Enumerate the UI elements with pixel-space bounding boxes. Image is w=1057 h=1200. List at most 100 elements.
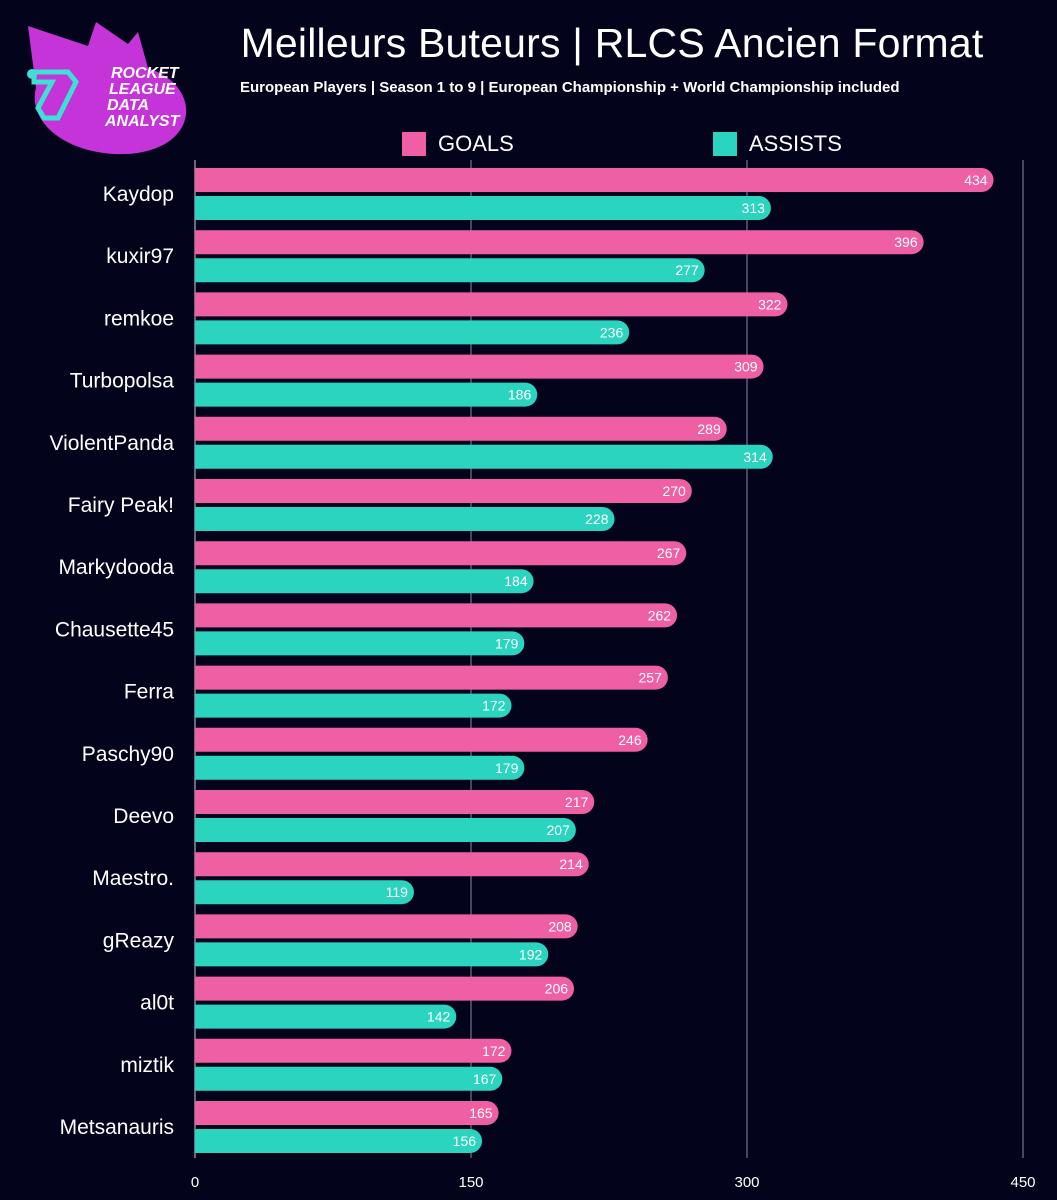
logo-dot bbox=[27, 69, 37, 79]
bar-assists-miztik bbox=[195, 1066, 503, 1091]
bar-goals-ferra bbox=[195, 665, 668, 690]
bar-assists-violentpanda bbox=[195, 444, 773, 469]
category-label-al0t: al0t bbox=[140, 992, 174, 1015]
value-label-goals-greazy: 208 bbox=[548, 918, 572, 934]
bar-assists-deevo bbox=[195, 818, 576, 842]
bar-assists-markydooda bbox=[195, 569, 534, 594]
value-label-goals-kaydop: 434 bbox=[964, 172, 988, 188]
x-tick-label-0: 0 bbox=[191, 1174, 199, 1191]
value-label-goals-miztik: 172 bbox=[482, 1043, 506, 1059]
value-label-assists-greazy: 192 bbox=[519, 946, 543, 962]
value-label-goals-metsanauris: 165 bbox=[469, 1105, 493, 1121]
value-label-assists-remkoe: 236 bbox=[600, 324, 624, 340]
category-label-ferra: Ferra bbox=[124, 681, 174, 704]
value-label-goals-deevo: 217 bbox=[565, 794, 589, 810]
category-label-remkoe: remkoe bbox=[104, 307, 174, 330]
value-label-assists-fairy-peak: 228 bbox=[585, 511, 609, 527]
bar-assists-fairy-peak bbox=[195, 507, 615, 531]
value-label-goals-kuxir97: 396 bbox=[894, 234, 918, 250]
x-tick-label-300: 300 bbox=[734, 1174, 759, 1191]
category-label-markydooda: Markydooda bbox=[58, 556, 174, 579]
value-label-goals-maestro: 214 bbox=[559, 856, 583, 872]
legend-swatch-assists bbox=[713, 132, 737, 156]
legend-item-goals: GOALS bbox=[402, 131, 514, 157]
bar-goals-metsanauris bbox=[195, 1101, 499, 1125]
bar-goals-chausette45 bbox=[195, 603, 678, 628]
bar-goals-kaydop bbox=[195, 168, 994, 192]
x-tick-label-150: 150 bbox=[458, 1174, 483, 1191]
logo-line3: DATA bbox=[107, 97, 149, 114]
bar-goals-remkoe bbox=[195, 292, 788, 317]
value-label-goals-fairy-peak: 270 bbox=[662, 483, 686, 499]
bar-assists-ferra bbox=[195, 693, 512, 718]
value-label-assists-miztik: 167 bbox=[473, 1071, 497, 1087]
bar-assists-paschy90 bbox=[195, 755, 525, 780]
logo-line2: LEAGUE bbox=[109, 81, 177, 98]
value-label-assists-deevo: 207 bbox=[547, 822, 571, 838]
value-label-assists-ferra: 172 bbox=[482, 698, 506, 714]
value-label-goals-al0t: 206 bbox=[545, 981, 569, 997]
bar-goals-deevo bbox=[195, 790, 595, 814]
value-label-goals-turbopolsa: 309 bbox=[734, 359, 758, 375]
bar-goals-maestro bbox=[195, 852, 589, 877]
bar-assists-greazy bbox=[195, 942, 549, 967]
bar-assists-chausette45 bbox=[195, 631, 525, 656]
legend-label-assists: ASSISTS bbox=[749, 131, 842, 156]
chart-subtitle: European Players | Season 1 to 9 | Europ… bbox=[240, 79, 900, 96]
value-label-assists-kuxir97: 277 bbox=[675, 262, 699, 278]
bar-goals-violentpanda bbox=[195, 416, 727, 441]
category-label-fairy-peak: Fairy Peak! bbox=[68, 494, 174, 517]
bar-goals-greazy bbox=[195, 914, 578, 939]
bar-assists-kuxir97 bbox=[195, 258, 705, 283]
category-label-deevo: Deevo bbox=[113, 805, 174, 828]
category-label-violentpanda: ViolentPanda bbox=[49, 432, 174, 455]
legend-swatch-goals bbox=[402, 132, 426, 156]
bar-goals-paschy90 bbox=[195, 727, 648, 752]
rocket-league-data-analyst-logo: ROCKET LEAGUE DATA ANALYST bbox=[27, 22, 187, 155]
bar-assists-kaydop bbox=[195, 196, 771, 220]
logo-mark bbox=[31, 69, 79, 121]
logo-line1: ROCKET bbox=[111, 65, 180, 82]
legend-label-goals: GOALS bbox=[438, 131, 514, 156]
value-label-assists-metsanauris: 156 bbox=[453, 1133, 477, 1149]
logo-blob bbox=[28, 22, 187, 155]
category-label-miztik: miztik bbox=[120, 1054, 174, 1077]
bar-goals-al0t bbox=[195, 976, 575, 1001]
category-label-maestro: Maestro. bbox=[92, 867, 174, 890]
value-label-assists-al0t: 142 bbox=[427, 1009, 451, 1025]
bar-goals-turbopolsa bbox=[195, 354, 764, 379]
value-label-goals-chausette45: 262 bbox=[648, 607, 672, 623]
bar-assists-remkoe bbox=[195, 320, 630, 345]
value-label-assists-chausette45: 179 bbox=[495, 635, 519, 651]
logo-line4: ANALYST bbox=[104, 113, 181, 130]
value-label-assists-paschy90: 179 bbox=[495, 760, 519, 776]
category-label-kuxir97: kuxir97 bbox=[106, 245, 174, 268]
bar-goals-fairy-peak bbox=[195, 479, 692, 503]
value-label-assists-kaydop: 313 bbox=[742, 200, 766, 216]
value-label-assists-violentpanda: 314 bbox=[743, 449, 767, 465]
legend: GOALS ASSISTS bbox=[0, 0, 1057, 170]
bar-assists-metsanauris bbox=[195, 1129, 483, 1153]
category-label-paschy90: Paschy90 bbox=[82, 743, 174, 766]
category-label-chausette45: Chausette45 bbox=[55, 618, 174, 641]
value-label-assists-maestro: 119 bbox=[386, 884, 409, 900]
value-label-goals-paschy90: 246 bbox=[618, 732, 642, 748]
category-label-kaydop: Kaydop bbox=[103, 183, 174, 206]
bar-assists-al0t bbox=[195, 1004, 457, 1029]
value-label-goals-ferra: 257 bbox=[639, 670, 663, 686]
bar-assists-maestro bbox=[195, 880, 414, 905]
category-label-greazy: gReazy bbox=[103, 929, 175, 952]
value-label-assists-turbopolsa: 186 bbox=[508, 387, 532, 403]
legend-item-assists: ASSISTS bbox=[713, 131, 842, 157]
category-label-turbopolsa: Turbopolsa bbox=[70, 370, 175, 393]
value-label-goals-violentpanda: 289 bbox=[697, 421, 721, 437]
value-label-assists-markydooda: 184 bbox=[504, 573, 528, 589]
value-label-goals-remkoe: 322 bbox=[758, 296, 782, 312]
value-label-goals-markydooda: 267 bbox=[657, 545, 681, 561]
x-tick-label-450: 450 bbox=[1010, 1174, 1035, 1191]
bar-assists-turbopolsa bbox=[195, 382, 538, 407]
bar-goals-miztik bbox=[195, 1038, 512, 1063]
chart-title: Meilleurs Buteurs | RLCS Ancien Format bbox=[240, 20, 984, 66]
bar-goals-markydooda bbox=[195, 541, 687, 566]
